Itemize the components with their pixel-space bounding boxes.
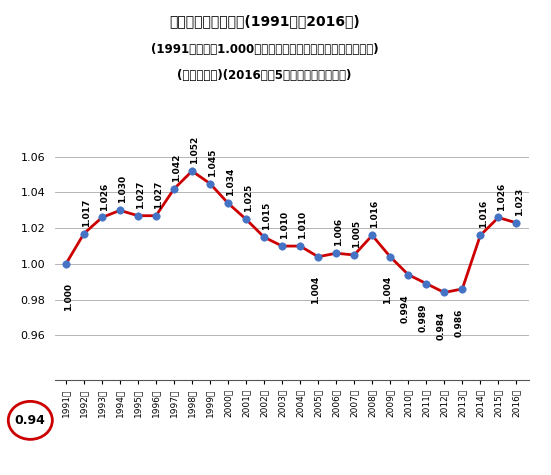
Point [440, 289, 449, 296]
Text: 1.026: 1.026 [496, 182, 506, 210]
Text: 1.025: 1.025 [244, 184, 253, 212]
Point [494, 214, 503, 221]
Point [79, 230, 88, 238]
Point [476, 231, 485, 239]
Point [62, 260, 71, 268]
Point [368, 231, 377, 239]
Text: 1.027: 1.027 [136, 180, 145, 209]
Text: 1.015: 1.015 [262, 202, 272, 230]
Text: 1.017: 1.017 [82, 198, 91, 227]
Text: (1991年の値を1.000とした時、持家の帰属家賃を除く総合): (1991年の値を1.000とした時、持家の帰属家賃を除く総合) [150, 43, 379, 56]
Point [296, 242, 305, 250]
Point [278, 242, 287, 250]
Text: 1.030: 1.030 [118, 175, 127, 203]
Point [98, 214, 106, 221]
Text: 1.005: 1.005 [353, 220, 361, 248]
Text: 1.016: 1.016 [370, 200, 380, 228]
Text: 1.010: 1.010 [299, 211, 307, 239]
Text: 1.052: 1.052 [190, 136, 199, 164]
Text: 1.010: 1.010 [280, 211, 289, 239]
Point [458, 285, 467, 293]
Point [260, 233, 268, 241]
Text: 消費者物価指数推移(1991年～2016年): 消費者物価指数推移(1991年～2016年) [169, 14, 360, 28]
Point [152, 212, 160, 219]
Text: 1.027: 1.027 [154, 180, 163, 209]
Text: 1.034: 1.034 [226, 168, 235, 196]
Point [350, 251, 359, 259]
Text: 0.994: 0.994 [401, 294, 410, 323]
Text: 0.984: 0.984 [437, 312, 446, 341]
Text: 0.94: 0.94 [15, 414, 46, 427]
Point [242, 216, 251, 223]
Text: 1.042: 1.042 [172, 153, 181, 182]
Point [332, 249, 341, 257]
Point [170, 185, 179, 193]
Text: 1.004: 1.004 [311, 276, 320, 304]
Text: 1.026: 1.026 [100, 182, 109, 210]
Text: 0.986: 0.986 [455, 308, 464, 337]
Point [224, 200, 233, 207]
Point [386, 253, 395, 261]
Text: 1.000: 1.000 [64, 284, 73, 312]
Text: 1.045: 1.045 [208, 148, 217, 177]
Point [206, 180, 214, 187]
Point [133, 212, 142, 219]
Point [404, 271, 413, 278]
Text: 1.016: 1.016 [479, 200, 488, 228]
Text: 0.989: 0.989 [419, 303, 428, 332]
Text: 1.004: 1.004 [383, 276, 392, 304]
Text: (東京都区部)(2016年は5月時点までの平均値): (東京都区部)(2016年は5月時点までの平均値) [177, 69, 352, 82]
Text: 1.006: 1.006 [334, 218, 343, 246]
Point [116, 207, 125, 214]
Point [314, 253, 322, 261]
Point [188, 167, 197, 175]
Point [422, 280, 431, 287]
Text: 1.023: 1.023 [515, 188, 523, 216]
Point [512, 219, 521, 227]
